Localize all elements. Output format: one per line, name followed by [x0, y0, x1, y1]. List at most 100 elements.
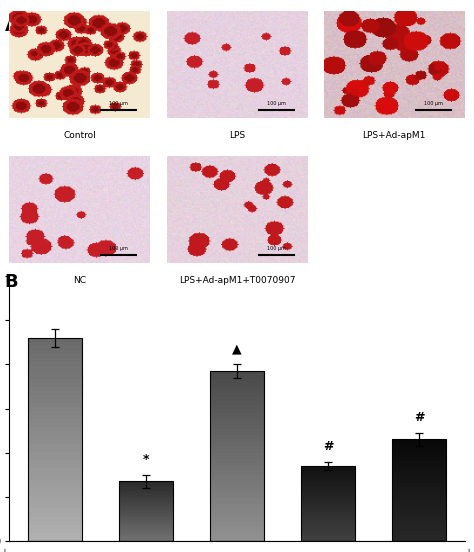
- Bar: [118, 484, 173, 485]
- Bar: [392, 474, 447, 476]
- Bar: [392, 452, 447, 454]
- Bar: [118, 536, 173, 538]
- Bar: [118, 508, 173, 509]
- Bar: [118, 490, 173, 491]
- Bar: [392, 448, 447, 449]
- Bar: [392, 439, 447, 442]
- Bar: [210, 521, 264, 524]
- Bar: [301, 487, 356, 489]
- Bar: [210, 422, 264, 426]
- Bar: [301, 514, 356, 516]
- Bar: [27, 464, 82, 468]
- Bar: [301, 539, 356, 541]
- Bar: [392, 480, 447, 482]
- Bar: [27, 342, 82, 346]
- Bar: [392, 521, 447, 523]
- Bar: [118, 532, 173, 533]
- Bar: [301, 466, 356, 541]
- Bar: [301, 466, 356, 468]
- Bar: [27, 415, 82, 419]
- Bar: [392, 462, 447, 464]
- Bar: [27, 423, 82, 427]
- Bar: [392, 442, 447, 443]
- Text: #: #: [414, 411, 424, 424]
- Bar: [118, 482, 173, 484]
- Bar: [210, 415, 264, 418]
- Bar: [118, 511, 173, 512]
- Bar: [301, 490, 356, 491]
- Bar: [392, 443, 447, 445]
- Bar: [210, 371, 264, 374]
- Bar: [210, 503, 264, 507]
- Bar: [210, 483, 264, 486]
- Bar: [392, 472, 447, 474]
- Bar: [301, 478, 356, 480]
- Text: *: *: [143, 453, 149, 466]
- Bar: [392, 456, 447, 458]
- Bar: [210, 538, 264, 541]
- Bar: [392, 502, 447, 505]
- Bar: [210, 473, 264, 476]
- Bar: [118, 501, 173, 502]
- Bar: [27, 521, 82, 525]
- Bar: [392, 464, 447, 466]
- Bar: [27, 338, 82, 342]
- Bar: [301, 520, 356, 522]
- Bar: [301, 493, 356, 495]
- Bar: [301, 509, 356, 511]
- Bar: [27, 452, 82, 456]
- Bar: [301, 535, 356, 537]
- Bar: [118, 493, 173, 495]
- Bar: [27, 443, 82, 448]
- Bar: [301, 495, 356, 496]
- Bar: [27, 346, 82, 350]
- Bar: [392, 494, 447, 496]
- Bar: [392, 490, 447, 492]
- Text: 100 μm: 100 μm: [267, 101, 286, 106]
- Bar: [392, 482, 447, 484]
- Text: 100 μm: 100 μm: [267, 246, 286, 251]
- Bar: [301, 489, 356, 490]
- Bar: [27, 383, 82, 386]
- Bar: [301, 501, 356, 502]
- Text: A: A: [5, 17, 18, 35]
- Text: 100 μm: 100 μm: [109, 246, 128, 251]
- Bar: [301, 497, 356, 499]
- Bar: [27, 508, 82, 513]
- Text: Control: Control: [64, 131, 96, 140]
- Text: NC: NC: [73, 276, 86, 285]
- Bar: [27, 391, 82, 395]
- Bar: [118, 527, 173, 528]
- Bar: [210, 449, 264, 453]
- Bar: [210, 517, 264, 521]
- Bar: [210, 480, 264, 483]
- Bar: [118, 487, 173, 489]
- Bar: [27, 500, 82, 505]
- Bar: [301, 528, 356, 529]
- Bar: [27, 456, 82, 460]
- Bar: [118, 524, 173, 526]
- Bar: [392, 449, 447, 452]
- Bar: [118, 530, 173, 532]
- Bar: [118, 498, 173, 499]
- Bar: [210, 500, 264, 503]
- Bar: [118, 523, 173, 524]
- Bar: [118, 522, 173, 523]
- Bar: [118, 534, 173, 535]
- Bar: [301, 533, 356, 535]
- Bar: [301, 524, 356, 526]
- Bar: [301, 512, 356, 514]
- Bar: [27, 358, 82, 362]
- Bar: [210, 432, 264, 436]
- Bar: [210, 412, 264, 415]
- Bar: [27, 476, 82, 480]
- Text: LPS+Ad-apM1+T0070907: LPS+Ad-apM1+T0070907: [179, 276, 295, 285]
- Bar: [27, 517, 82, 521]
- Bar: [210, 476, 264, 480]
- Bar: [392, 505, 447, 506]
- Bar: [301, 484, 356, 485]
- Bar: [118, 502, 173, 503]
- Bar: [210, 395, 264, 398]
- Bar: [210, 418, 264, 422]
- Bar: [210, 514, 264, 517]
